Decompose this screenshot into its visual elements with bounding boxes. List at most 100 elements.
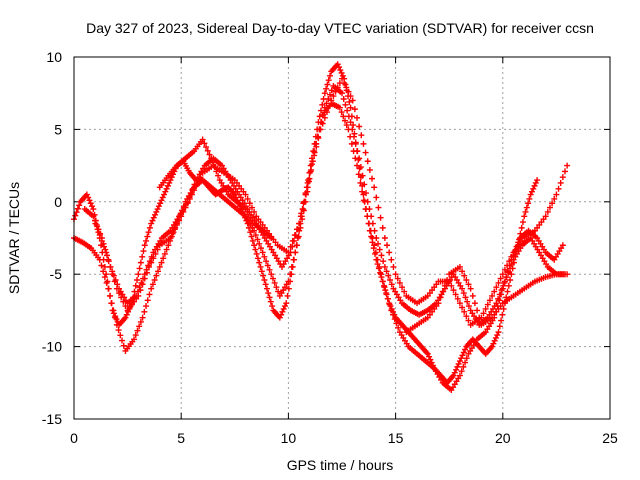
data-point: [275, 288, 282, 295]
data-point: [211, 164, 218, 171]
data-point: [271, 279, 278, 286]
data-point: [376, 263, 383, 270]
data-point: [116, 290, 123, 297]
data-point: [156, 263, 163, 270]
data-point: [213, 168, 220, 175]
data-point: [83, 191, 90, 198]
data-point: [390, 311, 397, 318]
data-point: [394, 275, 401, 282]
data-point: [92, 220, 99, 227]
data-point: [494, 332, 501, 339]
data-point: [161, 250, 168, 257]
data-point: [87, 200, 94, 207]
data-point: [256, 240, 263, 247]
data-point: [146, 263, 153, 270]
data-point: [380, 258, 387, 265]
data-point: [377, 214, 384, 221]
data-point: [496, 323, 503, 330]
data-point: [399, 284, 406, 291]
data-point: [503, 274, 510, 281]
data-point: [464, 298, 471, 305]
data-point: [465, 317, 472, 324]
data-point: [358, 132, 365, 139]
data-point: [252, 246, 259, 253]
data-point: [85, 194, 92, 201]
data-point: [285, 249, 292, 256]
data-point: [197, 174, 204, 181]
data-point: [455, 360, 462, 367]
data-point: [143, 269, 150, 276]
data-point: [462, 294, 469, 301]
data-point: [454, 295, 461, 302]
data-point: [321, 90, 328, 97]
data-point: [354, 148, 361, 155]
data-point: [302, 190, 309, 197]
data-point: [335, 64, 342, 71]
data-point: [251, 227, 258, 234]
data-point: [328, 87, 335, 94]
data-point: [102, 246, 109, 253]
data-point: [557, 179, 564, 186]
data-point: [251, 208, 258, 215]
data-point: [388, 256, 395, 263]
data-point: [299, 206, 306, 213]
data-point: [134, 327, 141, 334]
data-point: [186, 195, 193, 202]
data-point: [482, 305, 489, 312]
data-point: [471, 300, 478, 307]
data-point: [74, 205, 81, 212]
data-point: [101, 243, 108, 250]
data-point: [546, 204, 553, 211]
data-point: [326, 103, 333, 110]
data-point: [152, 250, 159, 257]
data-point: [135, 292, 142, 299]
data-point: [268, 235, 275, 241]
data-point: [180, 208, 187, 215]
data-point: [339, 75, 345, 82]
data-point: [375, 240, 382, 247]
data-point: [518, 224, 525, 231]
data-points: [71, 61, 571, 394]
data-point: [532, 179, 539, 186]
data-point: [345, 113, 352, 120]
data-point: [500, 305, 507, 312]
data-point: [297, 224, 304, 231]
data-point: [356, 155, 363, 162]
data-point: [461, 272, 468, 279]
data-point: [508, 253, 515, 260]
data-point: [351, 106, 358, 113]
data-point: [462, 359, 469, 366]
data-point: [383, 290, 390, 297]
data-point: [182, 204, 189, 211]
data-point: [72, 212, 79, 219]
y-axis-label: SDTVAR / TECUs: [6, 182, 22, 294]
data-point: [351, 133, 358, 140]
data-point: [439, 288, 446, 295]
data-point: [549, 200, 556, 207]
data-point: [319, 120, 326, 127]
data-point: [341, 80, 348, 87]
data-point: [564, 271, 571, 278]
data-point: [283, 300, 290, 307]
data-point: [98, 237, 105, 244]
data-point: [491, 288, 498, 295]
data-point: [503, 294, 510, 301]
data-point: [258, 268, 265, 275]
data-point: [103, 279, 110, 286]
data-point: [364, 158, 371, 165]
data-point: [362, 149, 369, 156]
data-point: [173, 221, 180, 228]
data-point: [163, 185, 170, 192]
data-point: [388, 281, 395, 288]
data-point: [507, 276, 514, 283]
data-point: [531, 182, 538, 189]
data-point: [469, 292, 476, 299]
data-point: [150, 255, 157, 262]
data-point: [334, 84, 341, 91]
data-point: [501, 266, 508, 273]
data-point: [336, 104, 343, 111]
data-point: [426, 353, 433, 360]
data-point: [76, 202, 83, 209]
data-point: [373, 235, 380, 241]
